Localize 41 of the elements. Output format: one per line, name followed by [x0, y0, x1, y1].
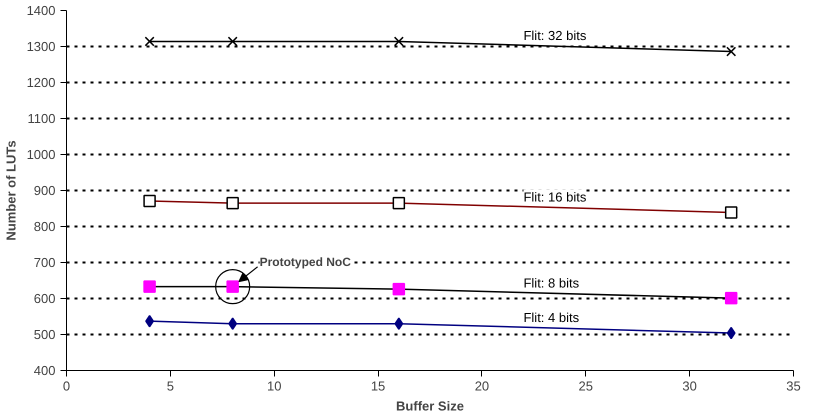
y-tick-label: 1000 [26, 147, 56, 162]
series-label: Flit: 32 bits [523, 28, 587, 44]
x-tick-label: 15 [370, 378, 386, 394]
point [392, 282, 406, 296]
y-tick-label: 900 [34, 183, 56, 198]
series-label: Flit: 16 bits [523, 190, 587, 205]
x-tick-label: 25 [578, 378, 594, 394]
point [392, 196, 406, 210]
point [215, 269, 250, 304]
x-tick-label: 30 [682, 378, 697, 394]
point [143, 280, 156, 293]
point [724, 206, 738, 219]
point [394, 36, 404, 46]
y-tick-label: 600 [34, 291, 56, 306]
series-label: Flit: 8 bits [523, 276, 580, 291]
y-tick-label: 400 [34, 363, 56, 378]
y-axis-title: Number of LUTs [4, 140, 19, 241]
series-label: Flit: 4 bits [523, 310, 580, 326]
point [726, 326, 736, 340]
annotation: Prototyped NoC [260, 254, 352, 269]
y-tick-label: 1400 [26, 3, 56, 18]
point [228, 317, 238, 330]
y-tick-label: 1300 [26, 39, 56, 54]
y-tick-label: 700 [34, 255, 56, 270]
x-tick-label: 0 [62, 378, 70, 394]
point [724, 292, 738, 304]
point [394, 317, 404, 330]
point [726, 46, 736, 57]
x-axis-title: Buffer Size [396, 398, 464, 414]
x-tick-label: 20 [474, 378, 490, 394]
x-tick-label: 10 [266, 378, 282, 394]
x-tick-label: 5 [166, 378, 174, 394]
y-tick-label: 800 [34, 219, 56, 234]
y-tick-label: 500 [34, 327, 56, 342]
y-tick-label: 1200 [26, 75, 56, 90]
point [143, 194, 156, 208]
y-tick-label: 1100 [28, 111, 56, 126]
x-tick-label: 35 [786, 378, 801, 394]
point [226, 196, 239, 210]
point [144, 36, 155, 46]
point [228, 36, 238, 46]
